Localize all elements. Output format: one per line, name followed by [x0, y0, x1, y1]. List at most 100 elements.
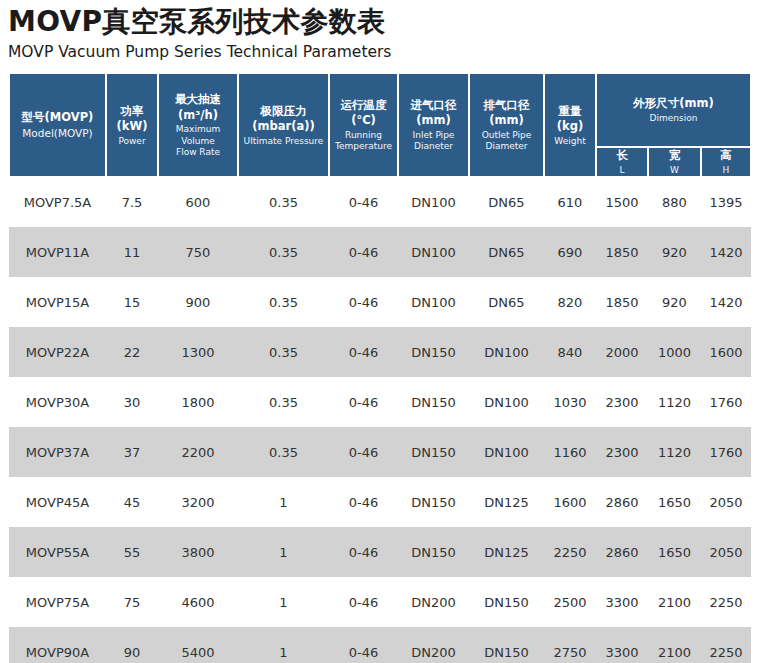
table-cell: DN150	[469, 577, 544, 627]
table-cell: MOVP90A	[9, 627, 106, 663]
table-cell: 0.35	[238, 177, 329, 227]
table-cell: 1	[238, 627, 329, 663]
table-cell: 1760	[701, 377, 751, 427]
header-model-en: Model(MOVP)	[11, 127, 104, 140]
table-cell: 0-46	[329, 227, 398, 277]
table-cell: 1120	[648, 427, 701, 477]
table-cell: 1500	[596, 177, 648, 227]
table-cell: 880	[648, 177, 701, 227]
header-max-flow-en: Maximum Volume Flow Rate	[160, 124, 236, 158]
table-header: 型号(MOVP) Model(MOVP) 功率(kW) Power 最大抽速(m…	[9, 73, 751, 177]
header-ultimate-pressure: 极限压力(mbar(a)) Ultimate Pressure	[238, 73, 329, 177]
table-cell: 3300	[596, 577, 648, 627]
table-cell: DN150	[398, 427, 469, 477]
table-cell: 1120	[648, 377, 701, 427]
table-cell: MOVP75A	[9, 577, 106, 627]
table-cell: 2250	[544, 527, 596, 577]
table-cell: 75	[106, 577, 158, 627]
table-cell: 2100	[648, 577, 701, 627]
table-row: MOVP90A90540010-46DN200DN150275033002100…	[9, 627, 751, 663]
table-cell: 3200	[158, 477, 238, 527]
table-cell: DN200	[398, 627, 469, 663]
table-cell: 15	[106, 277, 158, 327]
header-weight: 重量(kg) Weight	[544, 73, 596, 177]
table-cell: 0-46	[329, 527, 398, 577]
table-cell: 1600	[544, 477, 596, 527]
table-cell: 0-46	[329, 477, 398, 527]
table-cell: 1420	[701, 227, 751, 277]
table-cell: 920	[648, 227, 701, 277]
table-cell: DN150	[469, 627, 544, 663]
table-cell: DN150	[398, 327, 469, 377]
table-cell: 2050	[701, 527, 751, 577]
page-title: MOVP真空泵系列技术参数表	[8, 5, 750, 39]
table-cell: 3300	[596, 627, 648, 663]
table-cell: DN100	[398, 277, 469, 327]
table-row: MOVP55A55380010-46DN150DN125225028601650…	[9, 527, 751, 577]
table-cell: 0.35	[238, 427, 329, 477]
header-power-en: Power	[108, 136, 156, 147]
table-cell: 1800	[158, 377, 238, 427]
table-cell: MOVP55A	[9, 527, 106, 577]
table-cell: 0-46	[329, 427, 398, 477]
table-cell: DN125	[469, 527, 544, 577]
header-running-temperature-en: Running Temperature	[331, 130, 396, 153]
table-cell: 0-46	[329, 327, 398, 377]
table-cell: 1	[238, 477, 329, 527]
table-cell: 2250	[701, 577, 751, 627]
table-cell: 3800	[158, 527, 238, 577]
table-cell: 37	[106, 427, 158, 477]
table-cell: 0.35	[238, 327, 329, 377]
table-cell: 2200	[158, 427, 238, 477]
table-cell: DN150	[398, 527, 469, 577]
table-cell: DN100	[398, 177, 469, 227]
header-height-zh: 高	[703, 148, 749, 164]
table-cell: MOVP30A	[9, 377, 106, 427]
table-cell: 1850	[596, 227, 648, 277]
table-cell: DN200	[398, 577, 469, 627]
table-cell: 1030	[544, 377, 596, 427]
header-weight-zh: 重量(kg)	[546, 104, 594, 135]
table-cell: 5400	[158, 627, 238, 663]
table-cell: DN65	[469, 227, 544, 277]
table-cell: 600	[158, 177, 238, 227]
header-height-en: H	[703, 165, 749, 176]
table-row: MOVP7.5A7.56000.350-46DN100DN65610150088…	[9, 177, 751, 227]
table-cell: 1650	[648, 527, 701, 577]
table-cell: 1600	[701, 327, 751, 377]
table-body: MOVP7.5A7.56000.350-46DN100DN65610150088…	[9, 177, 751, 663]
table-cell: 900	[158, 277, 238, 327]
table-cell: 820	[544, 277, 596, 327]
table-cell: 0.35	[238, 377, 329, 427]
table-row: MOVP22A2213000.350-46DN150DN100840200010…	[9, 327, 751, 377]
table-cell: 30	[106, 377, 158, 427]
header-dimension-en: Dimension	[598, 113, 749, 124]
table-cell: DN100	[398, 227, 469, 277]
table-row: MOVP30A3018000.350-46DN150DN100103023001…	[9, 377, 751, 427]
table-cell: 1760	[701, 427, 751, 477]
table-cell: 2250	[701, 627, 751, 663]
table-cell: 1	[238, 527, 329, 577]
header-outlet-pipe: 排气口径(mm) Outlet Pipe Diameter	[469, 73, 544, 177]
table-cell: MOVP45A	[9, 477, 106, 527]
header-weight-en: Weight	[546, 136, 594, 147]
header-max-flow-zh: 最大抽速(m³/h)	[160, 92, 236, 123]
table-row: MOVP15A159000.350-46DN100DN6582018509201…	[9, 277, 751, 327]
table-cell: DN125	[469, 477, 544, 527]
header-dimension-group: 外形尺寸(mm) Dimension	[596, 73, 751, 147]
table-cell: 1000	[648, 327, 701, 377]
table-cell: 22	[106, 327, 158, 377]
table-cell: DN100	[469, 427, 544, 477]
table-cell: DN150	[398, 377, 469, 427]
table-cell: 45	[106, 477, 158, 527]
table-cell: 90	[106, 627, 158, 663]
header-ultimate-pressure-en: Ultimate Pressure	[240, 136, 327, 147]
header-outlet-pipe-zh: 排气口径(mm)	[471, 98, 542, 129]
header-dimension-zh: 外形尺寸(mm)	[598, 96, 749, 112]
table-cell: DN100	[469, 327, 544, 377]
header-inlet-pipe: 进气口径(mm) Inlet Pipe Dianeter	[398, 73, 469, 177]
table-cell: 0-46	[329, 277, 398, 327]
table-row: MOVP37A3722000.350-46DN150DN100116023001…	[9, 427, 751, 477]
table-cell: 2100	[648, 627, 701, 663]
header-model-zh: 型号(MOVP)	[11, 110, 104, 126]
